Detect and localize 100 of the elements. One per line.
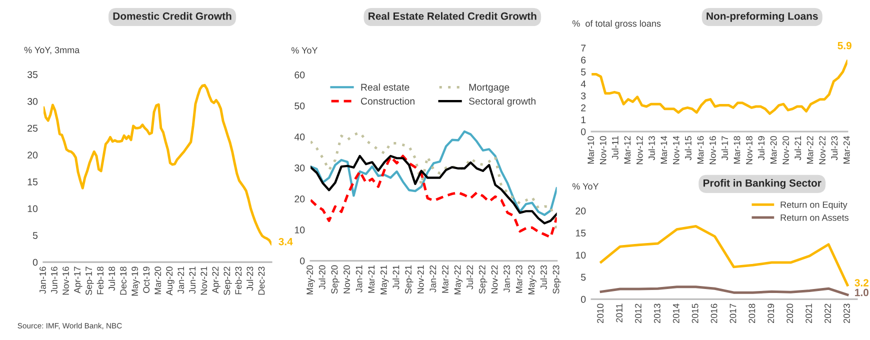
x-tick-label: Jul-23 xyxy=(830,136,838,160)
x-tick-label: Mar-18 xyxy=(734,136,740,164)
y-tick-label: 40 xyxy=(294,134,305,140)
x-tick-label: Mar-10 xyxy=(588,136,594,164)
x-tick-label: Sep-17 xyxy=(86,266,94,296)
x-tick-label: 2013 xyxy=(654,304,660,323)
line-series xyxy=(592,60,848,115)
y-tick-label: 25 xyxy=(28,124,38,132)
x-tick-label: Jan-21 xyxy=(178,266,184,294)
legend-label: Sectoral growth xyxy=(468,97,536,107)
y-tick-label: 5 xyxy=(32,232,38,239)
y-tick-label: 10 xyxy=(294,226,305,234)
y-tick-label: 6 xyxy=(581,56,586,64)
x-tick-label: 2020 xyxy=(786,304,794,323)
chart-title: Profit in Banking Sector xyxy=(703,179,822,189)
x-tick-label: 2010 xyxy=(597,304,604,323)
x-tick-label: Sep-22 xyxy=(224,266,232,296)
x-tick-label: Mar-23 xyxy=(516,265,522,293)
y-tick-label: 4 xyxy=(580,80,586,88)
x-tick-label: 2018 xyxy=(748,304,756,323)
legend-label: Return on Equity xyxy=(780,201,848,210)
line-series xyxy=(310,130,557,216)
x-tick-label: May-20 xyxy=(306,265,315,294)
y-tick-label: 15 xyxy=(576,230,586,237)
y-axis-title: % YoY, 3mma xyxy=(24,46,80,54)
x-tick-label: Jul-22 xyxy=(466,265,474,290)
x-tick-label: Feb-23 xyxy=(235,266,242,294)
x-tick-label: Jul-19 xyxy=(758,136,765,160)
x-tick-label: Mar-12 xyxy=(624,136,631,164)
y-tick-label: 3 xyxy=(581,92,586,100)
y-tick-label: 60 xyxy=(294,72,305,78)
y-tick-label: 0 xyxy=(300,258,305,264)
data-label: 3.4 xyxy=(278,238,293,246)
annotation: 5.9 xyxy=(838,42,852,50)
line-series xyxy=(600,225,849,286)
y-tick-label: 5 xyxy=(581,274,586,281)
x-tick-label: Dec-23 xyxy=(258,266,265,295)
y-tick-label: 0 xyxy=(32,258,38,266)
x-tick-label: May-21 xyxy=(380,265,389,294)
x-tick-label: Nov-16 xyxy=(710,136,716,164)
y-tick-label: 20 xyxy=(294,196,305,202)
x-tick-label: 2016 xyxy=(710,304,718,323)
y-tick-label: 20 xyxy=(576,208,586,214)
x-tick-label: Dec-18 xyxy=(120,266,127,295)
y-tick-label: 7 xyxy=(581,44,586,52)
y-axis-title: % YoY xyxy=(291,47,318,54)
x-tick-label: Jul-13 xyxy=(648,136,655,160)
line-series xyxy=(310,154,557,224)
x-tick-label: Nov-22 xyxy=(491,265,498,294)
line-series xyxy=(310,154,557,238)
x-tick-label: Feb-18 xyxy=(96,266,104,294)
x-tick-label: Nov-16 xyxy=(62,266,69,295)
x-tick-label: Nov-22 xyxy=(819,136,826,164)
x-tick-label: 2014 xyxy=(672,304,680,323)
x-tick-label: Jul-23 xyxy=(540,265,547,290)
x-tick-label: Aug-20 xyxy=(166,266,174,296)
x-tick-label: May-19 xyxy=(132,266,140,296)
x-tick-label: Sep-21 xyxy=(405,265,414,294)
x-tick-label: Jan-21 xyxy=(356,265,362,292)
x-tick-label: Mar-22 xyxy=(806,136,814,164)
y-axis-title: % YoY xyxy=(572,183,599,190)
chart-title: Real Estate Related Credit Growth xyxy=(368,12,536,20)
x-tick-label: Nov-18 xyxy=(746,136,752,164)
x-tick-label: Nov-21 xyxy=(200,266,208,295)
y-tick-label: 30 xyxy=(28,98,38,105)
y-tick-label: 50 xyxy=(294,102,305,110)
chart-title: Non-preforming Loans xyxy=(706,12,818,22)
x-tick-label: Mar-20 xyxy=(154,266,162,294)
x-tick-label: Jul-11 xyxy=(612,136,618,160)
x-tick-label: 2015 xyxy=(692,304,698,323)
x-tick-label: Jul-23 xyxy=(246,266,254,291)
legend-label: Mortgage xyxy=(469,84,510,93)
x-tick-label: Jul-17 xyxy=(721,136,728,160)
x-tick-label: 2012 xyxy=(635,304,642,323)
x-tick-label: Apr-22 xyxy=(212,266,220,294)
x-tick-label: Jul-21 xyxy=(794,136,802,160)
x-tick-label: Mar-16 xyxy=(697,136,704,164)
x-tick-label: Jan-16 xyxy=(40,266,46,294)
x-tick-label: Mar-22 xyxy=(442,265,448,293)
y-tick-label: 0 xyxy=(581,296,586,303)
y-tick-label: 2 xyxy=(581,104,586,112)
y-tick-label: 10 xyxy=(576,252,586,259)
chart-title: Domestic Credit Growth xyxy=(113,12,232,20)
x-tick-label: Mar-14 xyxy=(660,136,668,164)
x-tick-label: Apr-17 xyxy=(74,266,82,294)
x-tick-label: Nov-12 xyxy=(636,136,643,164)
x-tick-label: May-23 xyxy=(528,265,536,294)
x-tick-label: 2019 xyxy=(768,304,774,323)
x-tick-label: Jun-21 xyxy=(189,266,196,294)
x-tick-label: Sep-20 xyxy=(331,265,340,294)
x-tick-label: Jul-18 xyxy=(108,266,115,291)
x-tick-label: Jan-23 xyxy=(504,265,510,292)
x-tick-label: Jun-16 xyxy=(51,266,58,294)
data-label: 3.2 xyxy=(854,279,868,286)
x-tick-label: Nov-20 xyxy=(344,265,350,294)
x-tick-label: Nov-20 xyxy=(782,136,789,164)
line-series xyxy=(310,131,557,232)
y-tick-label: 10 xyxy=(28,205,38,212)
y-tick-label: 1 xyxy=(581,116,586,124)
x-tick-label: Oct-19 xyxy=(143,266,150,293)
